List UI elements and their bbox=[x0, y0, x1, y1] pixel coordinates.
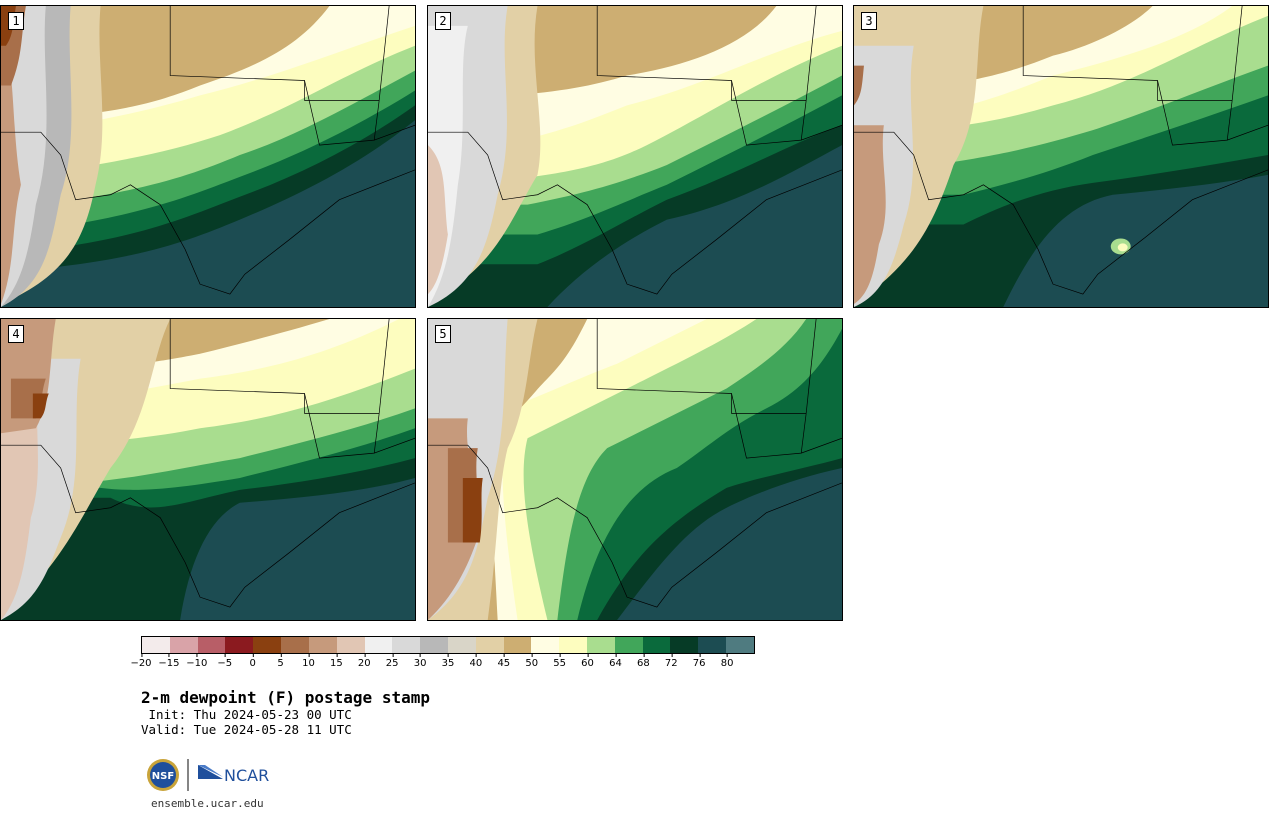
dewpoint-map-2 bbox=[428, 6, 842, 307]
colorbar-tick-label: −10 bbox=[186, 654, 207, 669]
colorbar-segment bbox=[503, 637, 532, 653]
dewpoint-map-5 bbox=[428, 319, 842, 620]
colorbar-segment bbox=[698, 637, 727, 653]
colorbar-tick-label: 60 bbox=[581, 654, 594, 669]
colorbar-segment bbox=[281, 637, 309, 653]
colorbar-segment bbox=[726, 637, 754, 653]
colorbar-segment bbox=[364, 637, 393, 653]
colorbar-tick-label: 35 bbox=[442, 654, 454, 669]
dewpoint-map-4 bbox=[1, 319, 415, 620]
colorbar-segment bbox=[336, 637, 365, 653]
colorbar-segment bbox=[670, 637, 699, 653]
postage-stamp-panel-5: 5 bbox=[427, 318, 843, 621]
panel-number: 2 bbox=[435, 12, 451, 30]
colorbar-tick-label: 45 bbox=[497, 654, 510, 669]
colorbar-tick-labels: −20 −15 −10 −5 0 5 10 15 20 25 30 35 40 45 50 55 60 64 68 7… bbox=[130, 654, 755, 676]
panel-number: 3 bbox=[861, 12, 877, 30]
colorbar-segment bbox=[614, 637, 643, 653]
panel-number: 5 bbox=[435, 325, 451, 343]
colorbar-tick-label: −15 bbox=[158, 654, 179, 669]
svg-text:NSF: NSF bbox=[152, 771, 174, 782]
dewpoint-map-1 bbox=[1, 6, 415, 307]
postage-stamp-panel-1: 1 bbox=[0, 5, 416, 308]
panel-number: 1 bbox=[8, 12, 24, 30]
colorbar-segment bbox=[642, 637, 671, 653]
colorbar-tick-label: 10 bbox=[302, 654, 315, 669]
colorbar-segment bbox=[559, 637, 587, 653]
colorbar-tick-label: 68 bbox=[637, 654, 650, 669]
colorbar-tick-label: 64 bbox=[609, 654, 622, 669]
colorbar-segment bbox=[142, 637, 170, 653]
colorbar-segment bbox=[475, 637, 504, 653]
nsf-ncar-logo: NSF NCAR bbox=[147, 759, 269, 791]
ncar-logo-icon: NCAR bbox=[198, 765, 269, 785]
colorbar-tick-label: −5 bbox=[217, 654, 232, 669]
colorbar-tick-label: 80 bbox=[721, 654, 733, 669]
colorbar-tick-label: 30 bbox=[414, 654, 426, 669]
colorbar-tick-label: 0 bbox=[249, 654, 256, 669]
colorbar-segment bbox=[169, 637, 198, 653]
dewpoint-colorbar bbox=[141, 636, 755, 654]
dewpoint-map-3 bbox=[854, 6, 1268, 307]
postage-stamp-panel-2: 2 bbox=[427, 5, 843, 308]
colorbar-segment bbox=[447, 637, 476, 653]
colorbar-tick-label: 20 bbox=[358, 654, 371, 669]
colorbar-tick-label: 15 bbox=[330, 654, 343, 669]
colorbar-segment bbox=[225, 637, 254, 653]
colorbar-tick-label: 50 bbox=[525, 654, 538, 669]
colorbar-tick-label: 25 bbox=[386, 654, 399, 669]
colorbar-tick-label: 72 bbox=[665, 654, 678, 669]
colorbar-segment bbox=[392, 637, 421, 653]
sponsor-logos: NSF NCAR bbox=[145, 757, 285, 793]
postage-stamp-panel-4: 4 bbox=[0, 318, 416, 621]
svg-text:NCAR: NCAR bbox=[224, 766, 269, 785]
colorbar-tick-label: 76 bbox=[693, 654, 706, 669]
nsf-logo-icon: NSF bbox=[147, 759, 179, 791]
panel-number: 4 bbox=[8, 325, 24, 343]
colorbar-segment bbox=[308, 637, 337, 653]
valid-time: Valid: Tue 2024-05-28 11 UTC bbox=[141, 722, 352, 737]
colorbar-tick-label: 40 bbox=[470, 654, 482, 669]
colorbar-segment bbox=[197, 637, 226, 653]
colorbar-segment bbox=[420, 637, 448, 653]
colorbar-segment bbox=[531, 637, 560, 653]
colorbar-segment bbox=[253, 637, 282, 653]
site-url: ensemble.ucar.edu bbox=[151, 797, 264, 810]
colorbar-tick-label: −20 bbox=[130, 654, 152, 669]
postage-stamp-panel-3: 3 bbox=[853, 5, 1269, 308]
init-time: Init: Thu 2024-05-23 00 UTC bbox=[141, 707, 352, 722]
colorbar-segment bbox=[587, 637, 615, 653]
colorbar-tick-label: 55 bbox=[553, 654, 566, 669]
figure-title: 2-m dewpoint (F) postage stamp bbox=[141, 688, 430, 707]
colorbar-tick-label: 5 bbox=[277, 654, 284, 669]
